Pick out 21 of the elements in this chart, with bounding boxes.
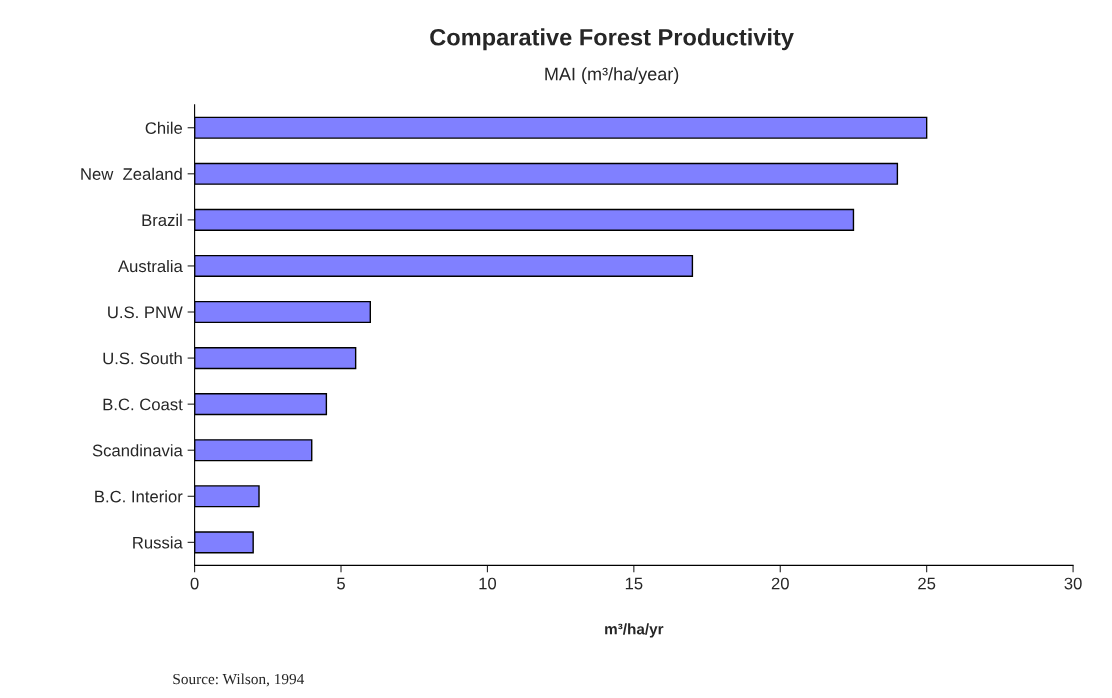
x-tick-label: 5 [337, 577, 345, 590]
y-tick-label: New Zealand [81, 167, 182, 181]
x-axis-title: m³/ha/yr [605, 623, 664, 638]
y-tick-label: Russia [133, 536, 183, 549]
chart-subtitle: MAI (m³/ha/year) [545, 67, 679, 85]
x-tick-label: 10 [479, 577, 497, 590]
source-note: Source: Wilson, 1994 [173, 673, 305, 687]
y-tick-label: Scandinavia [92, 444, 183, 457]
x-tick-label: 20 [771, 577, 789, 590]
y-tick-label: U.S. PNW [108, 306, 183, 319]
chart-title: Comparative Forest Productivity [430, 28, 794, 51]
y-tick-label: U.S. South [103, 352, 182, 365]
x-tick-label: 0 [190, 577, 199, 590]
x-tick-label: 15 [625, 577, 643, 590]
y-tick-label: B.C. Coast [103, 398, 183, 411]
y-tick-label: B.C. Interior [95, 490, 183, 503]
x-tick-label: 25 [918, 577, 936, 590]
x-tick-label: 30 [1064, 577, 1082, 590]
y-tick-label: Australia [117, 259, 183, 273]
y-tick-label: Brazil [142, 213, 182, 227]
y-tick-label: Chile [145, 121, 183, 134]
